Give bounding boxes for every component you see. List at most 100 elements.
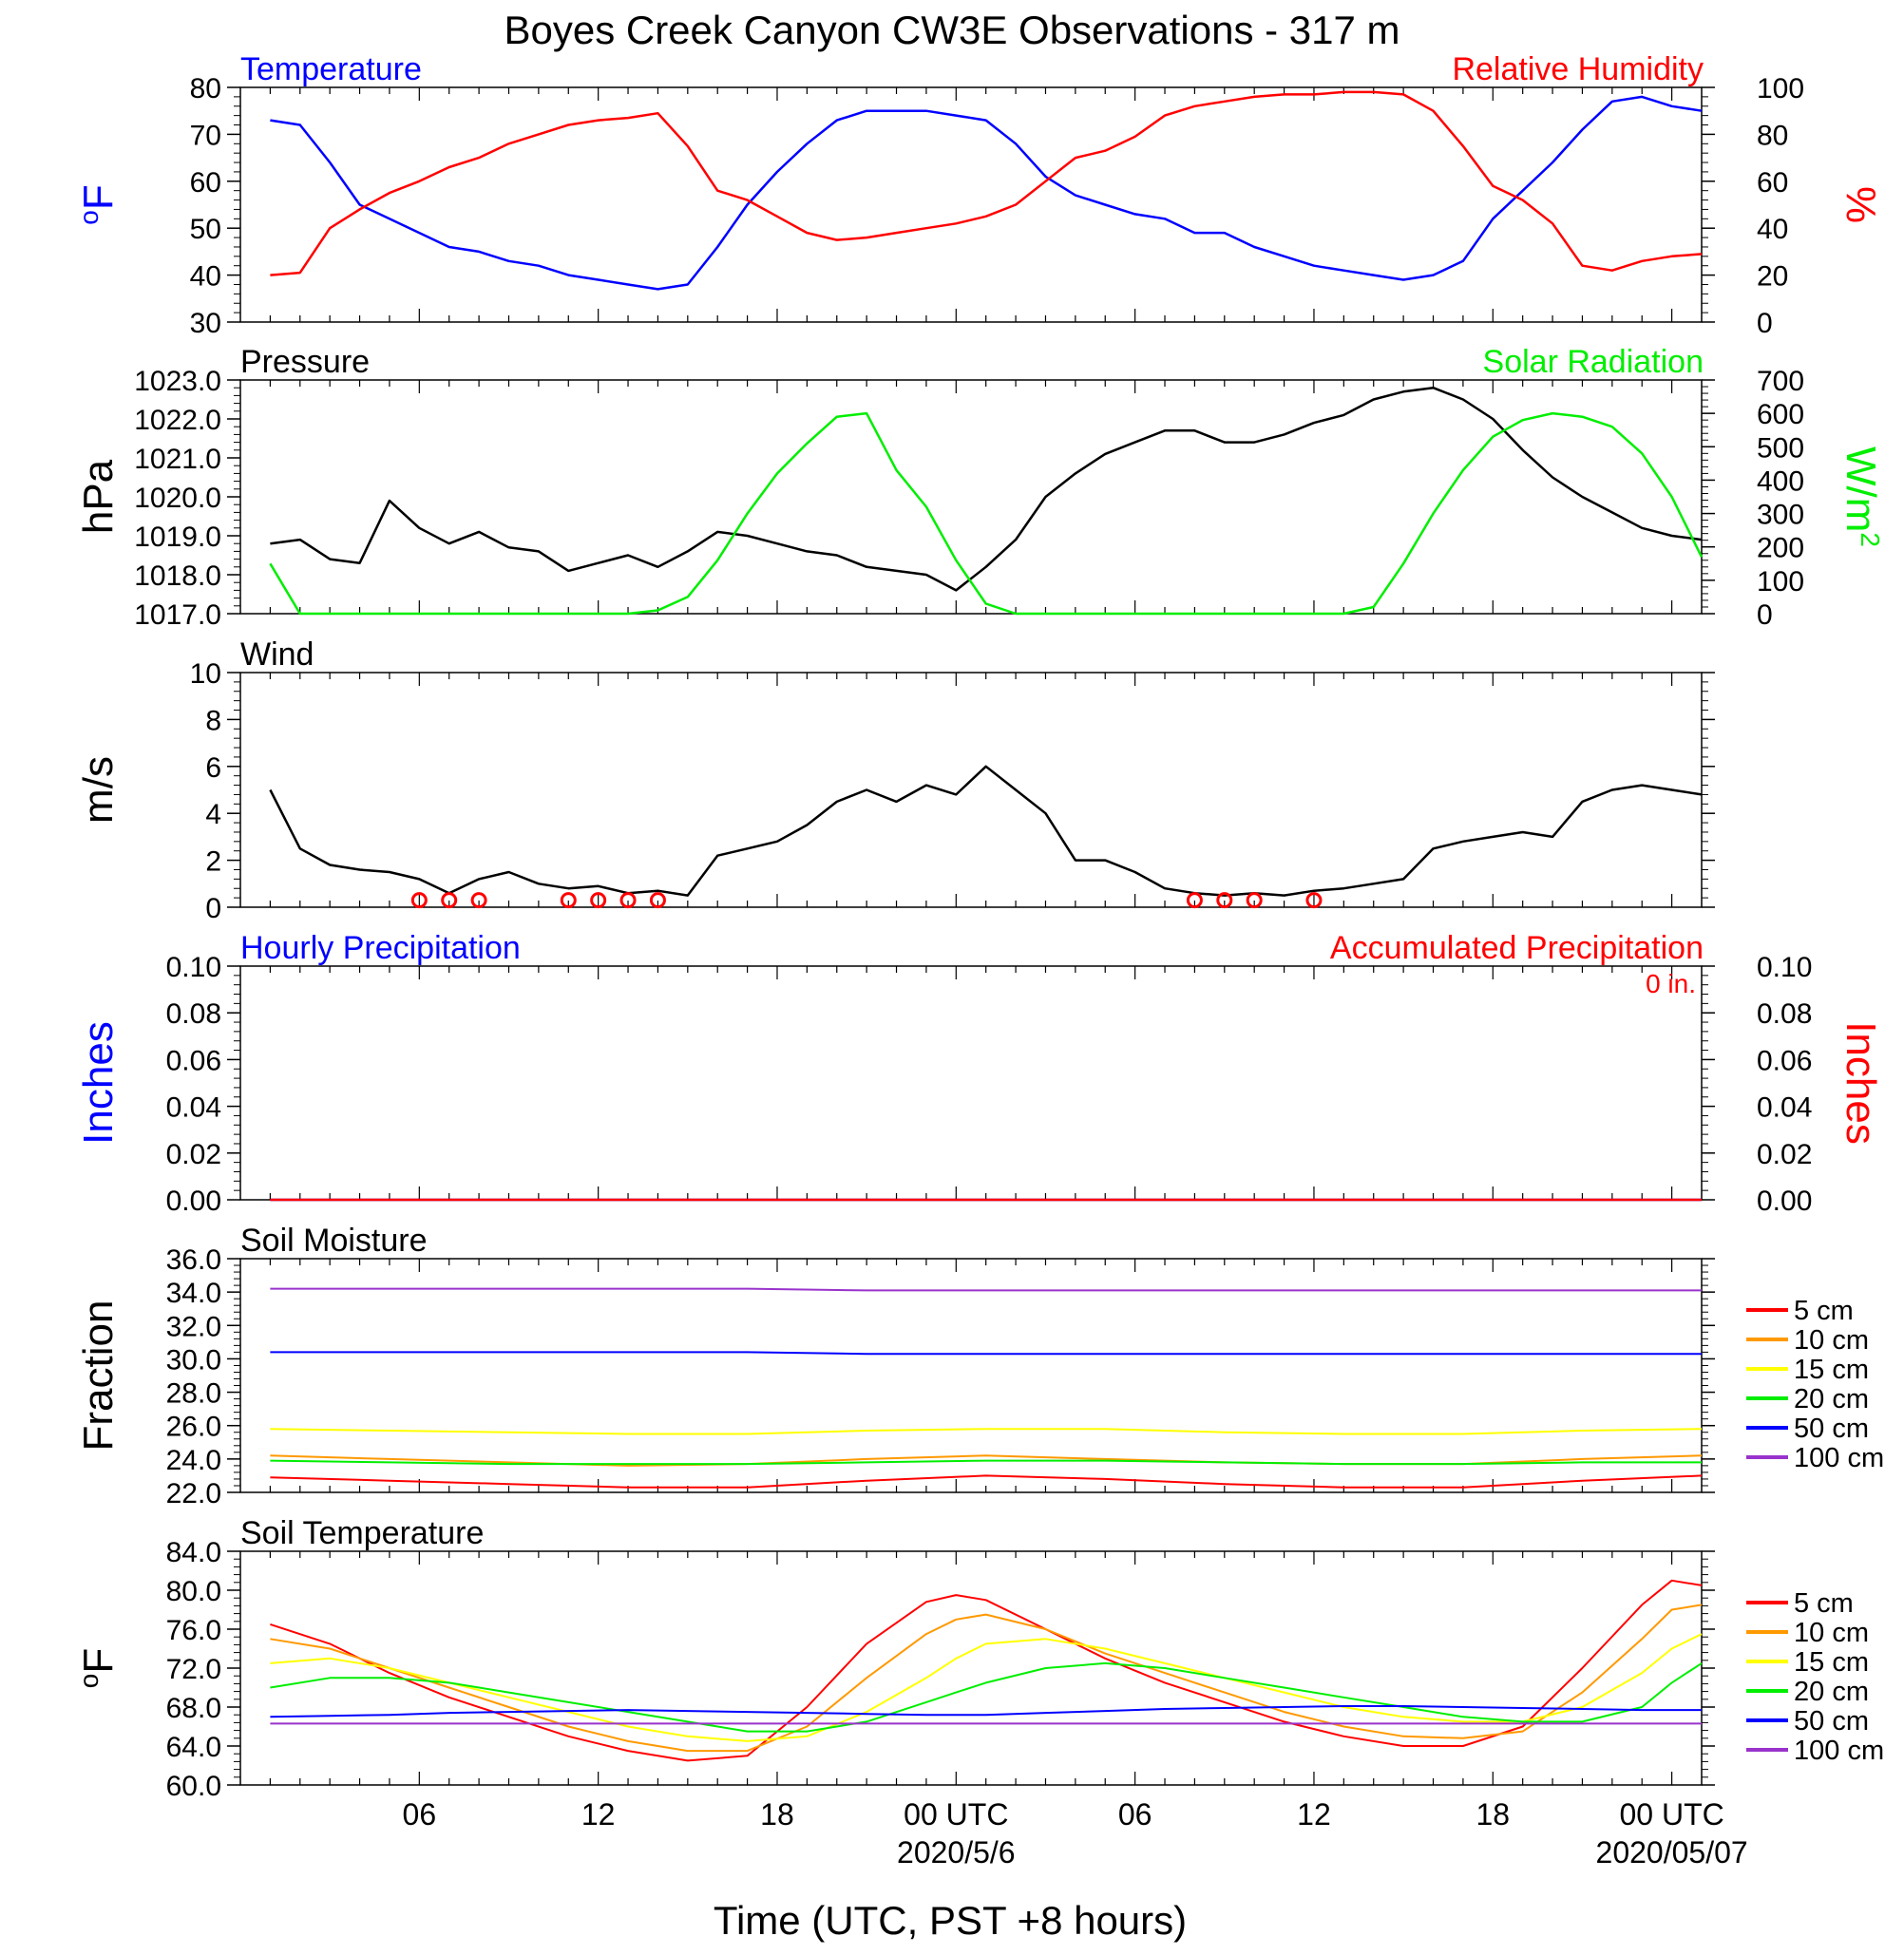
legend-label: 20 cm: [1794, 1677, 1869, 1707]
y-tick-label: 0.02: [166, 1139, 221, 1170]
y-tick-label: 72.0: [166, 1654, 221, 1685]
calm-wind-marker: [560, 892, 577, 909]
y-tick-label: 30: [190, 308, 221, 339]
series-line-5-cm: [270, 1579, 1703, 1762]
y-right-tick-label: 0.06: [1757, 1045, 1812, 1076]
legend-label: 10 cm: [1794, 1325, 1869, 1356]
x-tick-label: 06: [403, 1797, 437, 1832]
y-tick-label: 60: [190, 167, 221, 199]
unit-squared: 2: [1856, 532, 1886, 547]
series-line-10-cm: [270, 1604, 1703, 1753]
y-tick-label: 2: [205, 846, 221, 878]
series-line-5-cm: [270, 1474, 1703, 1489]
panel-3: 0.10 0.08 0.06 0.04 0.02 0.00 0.10 0.08 0.06 0.04…: [75, 930, 1884, 1217]
y-tick-label: 36.0: [166, 1244, 221, 1276]
y-axis-title-right: Inches: [1837, 1021, 1884, 1145]
series-line-temperature: [270, 95, 1703, 291]
panel-title-right: Solar Radiation: [1483, 344, 1704, 380]
y-tick-label: 28.0: [166, 1378, 221, 1410]
plot-frame: [239, 672, 1703, 908]
calm-wind-marker: [1305, 892, 1323, 909]
series-line-15-cm: [270, 1428, 1703, 1435]
y-tick-label: 24.0: [166, 1445, 221, 1476]
y-tick-label: 32.0: [166, 1311, 221, 1342]
y-tick-label: 0: [205, 893, 221, 924]
y-right-tick-label: 0.10: [1757, 952, 1812, 983]
y-tick-label: 0.04: [166, 1092, 221, 1124]
panel-2: 10 8 6 4 2 0 Wind m/s: [75, 636, 1715, 924]
y-tick-label: 1019.0: [134, 522, 221, 553]
y-axis-title-left: Fraction: [75, 1300, 122, 1452]
legend-label: 15 cm: [1794, 1355, 1869, 1385]
y-tick-label: 0.08: [166, 998, 221, 1030]
y-tick-label: 1017.0: [134, 599, 221, 631]
y-tick-label: 1021.0: [134, 444, 221, 475]
panel-title-right: Relative Humidity: [1452, 51, 1704, 87]
x-axis-label: Time (UTC, PST +8 hours): [714, 1898, 1187, 1943]
panel-0: 80 70 60 50 40 30 100 80 60 40 20 0 Temperature Relat…: [74, 51, 1885, 339]
panel-title-left: Pressure: [240, 344, 370, 380]
panel-1: 1023.0 1022.0 1021.0 1020.0 1019.0 1018.0 1017…: [75, 344, 1886, 631]
y-right-tick-label: 80: [1757, 120, 1788, 151]
y-right-tick-label: 500: [1757, 432, 1804, 464]
y-axis-title-left: hPa: [75, 459, 122, 534]
y-tick-label: 8: [205, 705, 221, 736]
y-tick-label: 34.0: [166, 1278, 221, 1309]
x-date-label: 2020/5/6: [897, 1835, 1016, 1870]
series-line-100-cm: [270, 1287, 1702, 1292]
y-tick-label: 22.0: [166, 1478, 221, 1509]
y-right-tick-label: 100: [1757, 73, 1804, 104]
y-tick-label: 60.0: [166, 1771, 221, 1802]
chart-title: Boyes Creek Canyon CW3E Observations - 3…: [504, 8, 1399, 52]
y-right-tick-label: 400: [1757, 465, 1804, 497]
y-tick-label: 0.00: [166, 1186, 221, 1217]
y-tick-label: 0.10: [166, 952, 221, 983]
legend-label: 50 cm: [1794, 1706, 1869, 1737]
y-right-tick-label: 40: [1757, 214, 1788, 245]
unit-letter: F: [75, 1648, 122, 1674]
calm-wind-marker: [649, 892, 666, 909]
x-tick-label: 12: [581, 1797, 616, 1832]
series-line-pressure: [270, 386, 1703, 592]
x-tick-label: 12: [1297, 1797, 1331, 1832]
y-right-tick-label: 60: [1757, 167, 1788, 199]
calm-wind-marker: [470, 892, 487, 909]
y-tick-label: 10: [190, 658, 221, 690]
plot-frame: [239, 1258, 1703, 1493]
panel-title-left: Hourly Precipitation: [240, 930, 521, 966]
annotation: 0 in.: [1646, 969, 1696, 998]
y-tick-label: 50: [190, 214, 221, 245]
y-right-tick-label: 0.00: [1757, 1186, 1812, 1217]
series-line-20-cm: [270, 1661, 1703, 1733]
y-tick-label: 76.0: [166, 1615, 221, 1646]
y-tick-label: 0.06: [166, 1045, 221, 1076]
y-right-tick-label: 0: [1757, 308, 1773, 339]
y-tick-label: 80: [190, 73, 221, 104]
series-line-50-cm: [270, 1351, 1702, 1356]
y-right-tick-label: 0.02: [1757, 1139, 1812, 1170]
unit-degree: o: [74, 1674, 104, 1689]
panel-title-left: Temperature: [240, 51, 422, 87]
y-tick-label: 26.0: [166, 1412, 221, 1443]
y-tick-label: 70: [190, 120, 221, 151]
y-tick-label: 4: [205, 799, 221, 830]
calm-wind-marker: [441, 892, 458, 909]
y-right-tick-label: 600: [1757, 399, 1804, 430]
y-tick-label: 1023.0: [134, 366, 221, 397]
y-tick-label: 1022.0: [134, 405, 221, 436]
y-tick-label: 6: [205, 752, 221, 784]
y-axis-title-left: oF: [74, 1648, 123, 1688]
y-axis-title-right: %: [1837, 186, 1884, 223]
y-right-tick-label: 100: [1757, 566, 1804, 598]
y-tick-label: 84.0: [166, 1537, 221, 1568]
series-line-wind-speed: [269, 765, 1703, 897]
y-axis-title-right: W/m2: [1837, 446, 1886, 547]
calm-wind-marker: [1216, 892, 1233, 909]
x-tick-label: 00 UTC: [904, 1797, 1008, 1832]
legend-label: 10 cm: [1794, 1618, 1869, 1648]
legend-label: 5 cm: [1794, 1588, 1854, 1619]
y-right-tick-label: 0.08: [1757, 998, 1812, 1030]
